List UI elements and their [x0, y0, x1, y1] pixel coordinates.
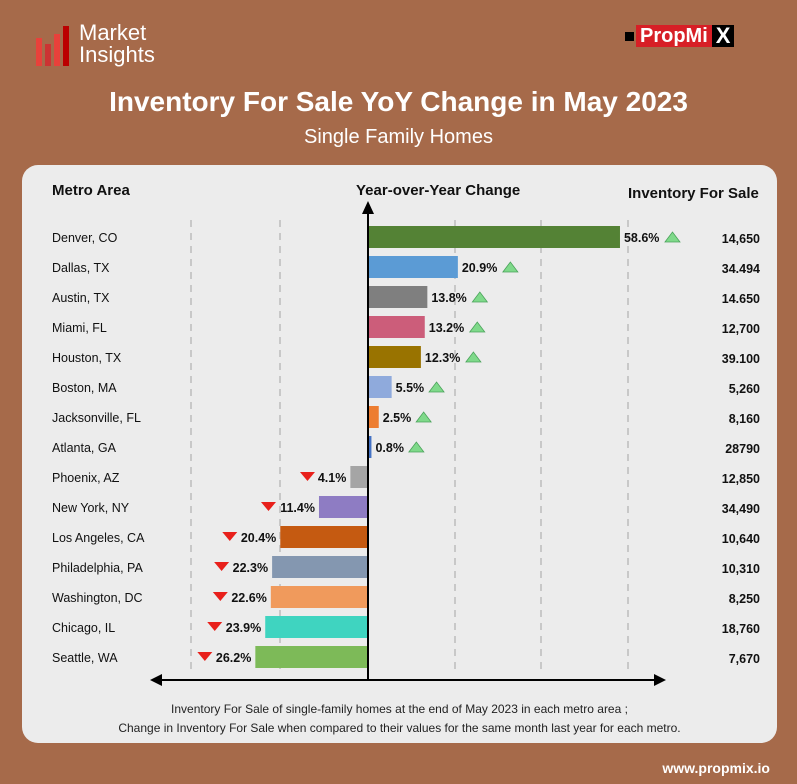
value-label: 13.8%: [431, 291, 466, 305]
up-triangle-icon: [408, 441, 425, 453]
up-triangle-icon: [415, 411, 432, 423]
bar: [270, 586, 368, 608]
metro-label: Los Angeles, CA: [52, 531, 145, 545]
inventory-value: 12,700: [722, 322, 760, 336]
bar: [350, 466, 368, 488]
value-label: 23.9%: [226, 621, 261, 635]
down-triangle-icon: [212, 592, 228, 601]
up-triangle-icon: [471, 291, 489, 303]
axis-arrow-up-icon: [362, 201, 374, 214]
bar: [368, 316, 425, 338]
logo-line2: Insights: [79, 42, 155, 67]
metro-label: Phoenix, AZ: [52, 471, 120, 485]
metro-label: Philadelphia, PA: [52, 561, 143, 575]
value-label: 22.3%: [233, 561, 268, 575]
value-label: 22.6%: [231, 591, 266, 605]
bar: [368, 286, 428, 308]
inventory-value: 12,850: [722, 472, 760, 486]
bar-chart-logo-icon: [36, 26, 69, 66]
metro-label: Dallas, TX: [52, 261, 110, 275]
value-label: 12.3%: [425, 351, 460, 365]
down-triangle-icon: [222, 532, 238, 541]
value-label: 13.2%: [429, 321, 464, 335]
inventory-value: 8,250: [729, 592, 760, 606]
market-insights-logo: Market Insights: [36, 22, 155, 66]
metro-label: Chicago, IL: [52, 621, 115, 635]
inventory-value: 14.650: [722, 292, 760, 306]
inventory-value: 18,760: [722, 622, 760, 636]
value-label: 5.5%: [396, 381, 425, 395]
bar: [368, 256, 458, 278]
up-triangle-icon: [465, 351, 482, 363]
change-column-header: Year-over-Year Change: [356, 182, 521, 199]
bar: [368, 346, 421, 368]
bar: [368, 406, 379, 428]
down-triangle-icon: [299, 472, 315, 481]
inventory-value: 39.100: [722, 352, 760, 366]
inventory-value: 14,650: [722, 232, 760, 246]
inventory-value: 28790: [725, 442, 760, 456]
down-triangle-icon: [207, 622, 223, 631]
brand-suffix: X: [711, 25, 735, 47]
inventory-value: 7,670: [729, 652, 760, 666]
metro-label: Houston, TX: [52, 351, 122, 365]
inventory-value: 5,260: [729, 382, 760, 396]
inventory-value: 34.494: [722, 262, 760, 276]
metro-label: Atlanta, GA: [52, 441, 117, 455]
down-triangle-icon: [260, 502, 276, 511]
chart-title: Inventory For Sale YoY Change in May 202…: [109, 86, 688, 117]
propmix-logo: PropMi X: [625, 25, 735, 47]
metro-label: Seattle, WA: [52, 651, 118, 665]
footnote: Inventory For Sale of single-family home…: [22, 700, 777, 738]
down-triangle-icon: [197, 652, 213, 661]
value-label: 2.5%: [383, 411, 412, 425]
up-triangle-icon: [468, 321, 486, 333]
value-label: 20.4%: [241, 531, 276, 545]
value-label: 4.1%: [318, 471, 347, 485]
brand-prefix: PropMi: [636, 25, 712, 47]
metro-label: Jacksonville, FL: [52, 411, 141, 425]
website-url: www.propmix.io: [662, 760, 770, 776]
metro-label: Boston, MA: [52, 381, 117, 395]
metro-label: Austin, TX: [52, 291, 110, 305]
axis-arrow-right-icon: [654, 674, 666, 686]
bar: [265, 616, 368, 638]
value-label: 20.9%: [462, 261, 497, 275]
value-label: 26.2%: [216, 651, 251, 665]
inventory-value: 10,310: [722, 562, 760, 576]
inventory-column-header: Inventory For Sale: [628, 185, 759, 202]
value-label: 58.6%: [624, 231, 659, 245]
down-triangle-icon: [214, 562, 230, 571]
logo-line1: Market: [79, 20, 147, 45]
inventory-value: 34,490: [722, 502, 760, 516]
metro-label: Denver, CO: [52, 231, 118, 245]
bar: [272, 556, 368, 578]
up-triangle-icon: [428, 381, 445, 393]
up-triangle-icon: [664, 231, 681, 243]
value-label: 0.8%: [375, 441, 404, 455]
up-triangle-icon: [502, 261, 519, 273]
metro-label: New York, NY: [52, 501, 130, 515]
bar: [255, 646, 368, 668]
metro-label: Washington, DC: [52, 591, 143, 605]
inventory-value: 8,160: [729, 412, 760, 426]
bar: [368, 436, 372, 458]
metro-column-header: Metro Area: [52, 182, 130, 199]
footnote-line2: Change in Inventory For Sale when compar…: [118, 721, 681, 735]
chart-subtitle: Single Family Homes: [304, 126, 493, 148]
bar: [280, 526, 368, 548]
bar: [318, 496, 368, 518]
inventory-value: 10,640: [722, 532, 760, 546]
metro-label: Miami, FL: [52, 321, 107, 335]
value-label: 11.4%: [280, 501, 315, 515]
bar: [368, 376, 392, 398]
footnote-line1: Inventory For Sale of single-family home…: [171, 702, 628, 716]
axis-arrow-left-icon: [150, 674, 162, 686]
bar: [368, 226, 620, 248]
